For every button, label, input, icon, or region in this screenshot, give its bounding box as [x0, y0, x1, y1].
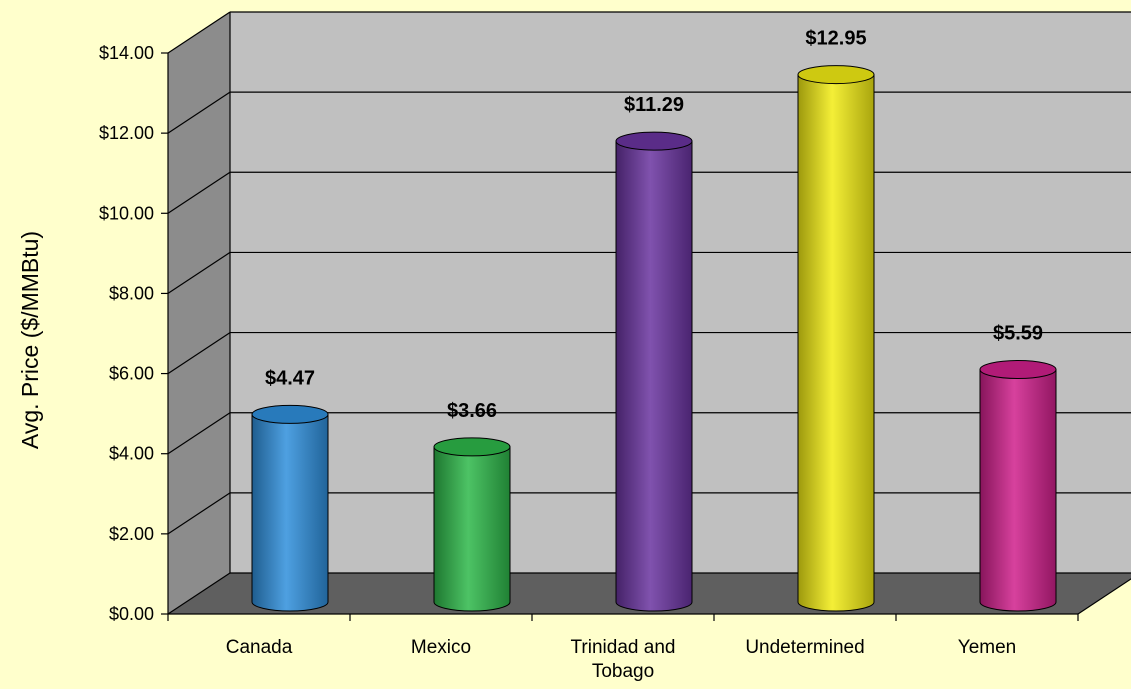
bar-top — [251, 404, 329, 424]
data-label: $3.66 — [447, 400, 497, 422]
y-axis-ticks: $0.00 $2.00 $4.00 $6.00 $8.00 $10.00 $12.00 $14… — [99, 43, 168, 624]
gridline-side — [167, 572, 231, 615]
gridline-side — [167, 171, 231, 214]
bar-canada — [251, 404, 329, 612]
gridline-side — [167, 332, 231, 375]
y-axis-title: Avg. Price ($/MMBtu) — [17, 231, 43, 449]
axes — [167, 53, 1079, 621]
y-tick-label: $14.00 — [99, 43, 154, 63]
data-label: $11.29 — [624, 94, 684, 116]
gridline-side — [167, 492, 231, 535]
data-label: $5.59 — [993, 323, 1043, 345]
bar-undetermined — [797, 65, 875, 612]
y-tick-label: $10.00 — [99, 203, 154, 223]
bars — [251, 65, 1057, 612]
x-category-label: Canada — [226, 637, 293, 658]
x-category-label: Tobago — [592, 661, 654, 682]
side-wall — [168, 12, 230, 614]
bar-body — [797, 74, 875, 612]
gridline-side — [167, 11, 231, 54]
bar-body — [615, 140, 693, 612]
data-label: $4.47 — [265, 367, 315, 389]
bar-body — [979, 369, 1057, 612]
gridline-side — [167, 91, 231, 134]
y-tick-label: $6.00 — [109, 364, 154, 384]
y-tick-label: $4.00 — [109, 444, 154, 464]
bar-mexico — [433, 437, 511, 612]
x-category-label: Mexico — [411, 637, 471, 658]
bar-top — [979, 360, 1057, 380]
bar-top — [797, 65, 875, 85]
floor-edge — [1077, 578, 1131, 615]
bar-body — [251, 413, 329, 612]
bar-body — [433, 446, 511, 612]
y-tick-label: $12.00 — [99, 123, 154, 143]
gridline-side — [167, 251, 231, 294]
bar-top — [433, 437, 511, 457]
bar-top — [615, 131, 693, 151]
y-tick-label: $2.00 — [109, 524, 154, 544]
x-category-label: Yemen — [958, 637, 1016, 658]
x-axis-categories: Canada Mexico Trinidad and Tobago Undetermin… — [226, 637, 1017, 682]
bar-yemen — [979, 360, 1057, 612]
gridline-side — [167, 412, 231, 455]
y-tick-label: $8.00 — [109, 283, 154, 303]
x-category-label: Trinidad and — [571, 637, 676, 658]
data-labels: $4.47 $3.66 $11.29 $12.95 $5.59 — [265, 28, 1043, 422]
x-category-label: Undetermined — [745, 637, 864, 658]
data-label: $12.95 — [805, 28, 866, 50]
bar-trinidad-and-tobago — [615, 131, 693, 612]
y-tick-label: $0.00 — [109, 604, 154, 624]
